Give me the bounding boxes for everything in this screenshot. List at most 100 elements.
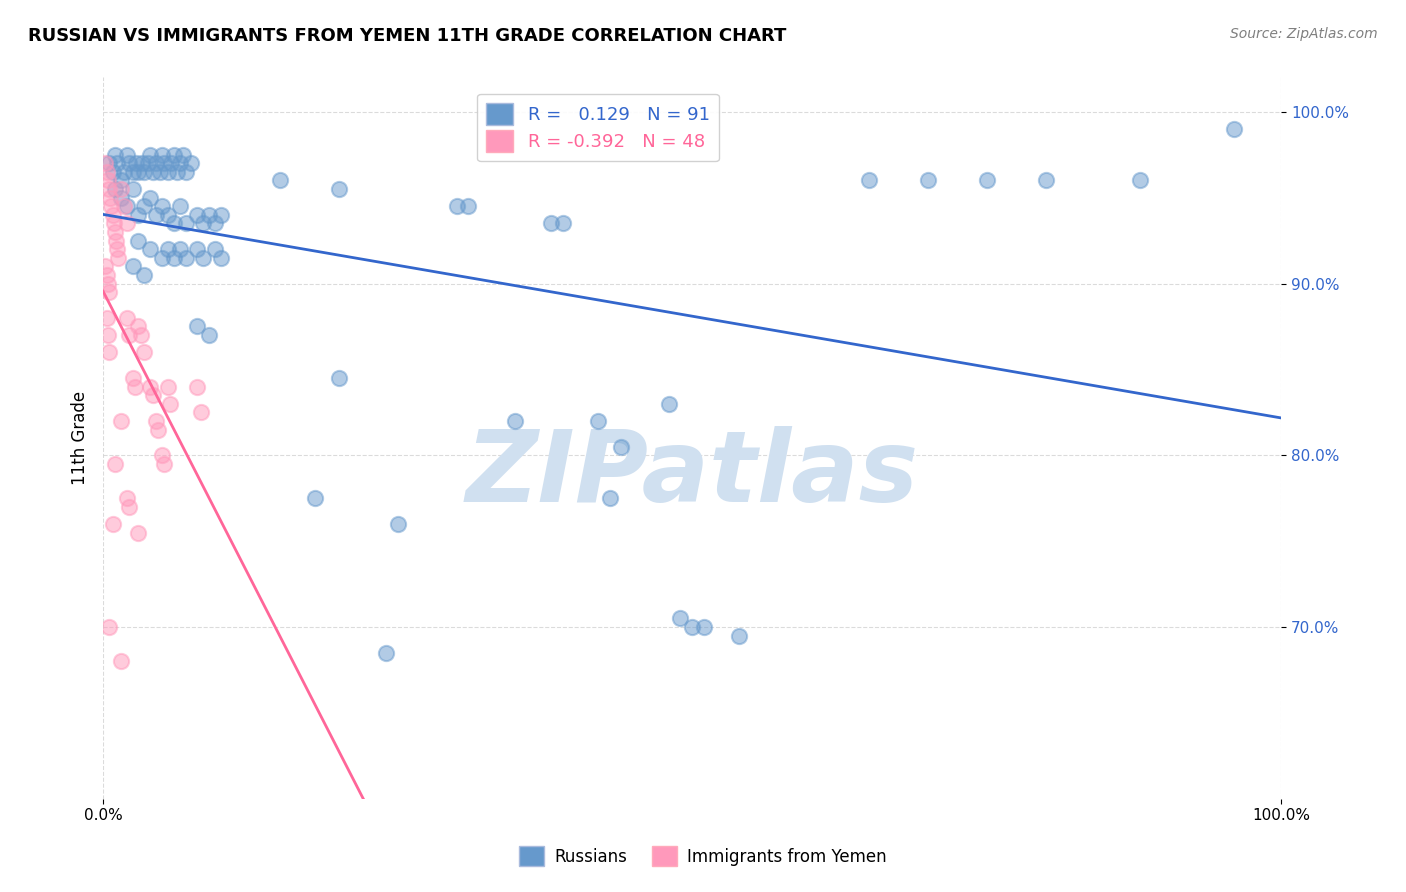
Point (186, 242, 208, 256)
Point (163, 216, 186, 230)
Point (153, 457, 176, 471)
Point (505, 414, 527, 428)
Point (104, 225, 127, 239)
Point (269, 173, 291, 187)
Point (127, 208, 149, 222)
Point (97, 277, 120, 291)
Point (693, 620, 716, 634)
Point (121, 182, 143, 196)
Point (198, 208, 221, 222)
Point (107, 251, 129, 265)
Point (209, 208, 232, 222)
Point (136, 156, 159, 170)
Point (186, 208, 208, 222)
Point (127, 525, 149, 540)
Point (457, 199, 479, 213)
Point (728, 629, 751, 643)
Point (112, 199, 135, 213)
Point (328, 182, 350, 196)
Point (193, 251, 215, 265)
Point (858, 173, 880, 187)
Point (98, 182, 121, 196)
Point (96, 310, 118, 325)
Point (1129, 173, 1152, 187)
Point (127, 165, 149, 179)
Point (125, 156, 148, 170)
Point (94, 156, 117, 170)
Point (112, 165, 135, 179)
Point (150, 251, 173, 265)
Point (110, 654, 132, 668)
Point (145, 156, 167, 170)
Point (540, 216, 562, 230)
Point (186, 379, 208, 393)
Point (115, 199, 138, 213)
Point (446, 199, 468, 213)
Point (124, 379, 146, 393)
Point (172, 147, 194, 161)
Point (304, 491, 326, 506)
Point (104, 182, 127, 196)
Point (150, 147, 173, 161)
Text: Source: ZipAtlas.com: Source: ZipAtlas.com (1230, 27, 1378, 41)
Point (98, 156, 121, 170)
Point (97, 173, 120, 187)
Point (153, 156, 176, 170)
Point (96, 165, 118, 179)
Point (610, 440, 633, 454)
Point (169, 199, 191, 213)
Point (204, 216, 226, 230)
Point (115, 310, 138, 325)
Point (131, 156, 153, 170)
Point (121, 165, 143, 179)
Point (121, 260, 143, 274)
Y-axis label: 11th Grade: 11th Grade (72, 391, 89, 485)
Point (163, 251, 186, 265)
Point (101, 165, 124, 179)
Point (134, 268, 156, 282)
Point (1035, 173, 1057, 187)
Point (139, 147, 162, 161)
Point (94, 260, 117, 274)
Point (169, 242, 191, 256)
Point (139, 242, 162, 256)
Point (127, 319, 149, 334)
Point (142, 165, 165, 179)
Point (387, 516, 409, 531)
Point (98, 620, 121, 634)
Point (103, 216, 125, 230)
Point (163, 147, 186, 161)
Point (174, 251, 197, 265)
Point (104, 147, 127, 161)
Point (551, 216, 574, 230)
Point (159, 397, 181, 411)
Point (169, 156, 191, 170)
Point (204, 242, 226, 256)
Point (669, 611, 692, 625)
Point (139, 379, 162, 393)
Point (118, 500, 141, 514)
Point (142, 388, 165, 402)
Point (118, 156, 141, 170)
Point (190, 405, 212, 419)
Point (101, 208, 124, 222)
Point (976, 173, 998, 187)
Point (148, 423, 170, 437)
Point (98, 191, 121, 205)
Point (599, 491, 621, 506)
Point (100, 199, 122, 213)
Point (105, 156, 128, 170)
Point (186, 319, 208, 334)
Point (156, 208, 179, 222)
Legend: Russians, Immigrants from Yemen: Russians, Immigrants from Yemen (510, 838, 896, 875)
Point (129, 328, 152, 343)
Point (110, 414, 132, 428)
Point (134, 165, 156, 179)
Point (150, 199, 173, 213)
Legend: R =   0.129   N = 91, R = -0.392   N = 48: R = 0.129 N = 91, R = -0.392 N = 48 (477, 94, 718, 161)
Point (174, 165, 197, 179)
Point (328, 371, 350, 385)
Point (98, 345, 121, 359)
Point (149, 165, 172, 179)
Point (115, 491, 138, 506)
